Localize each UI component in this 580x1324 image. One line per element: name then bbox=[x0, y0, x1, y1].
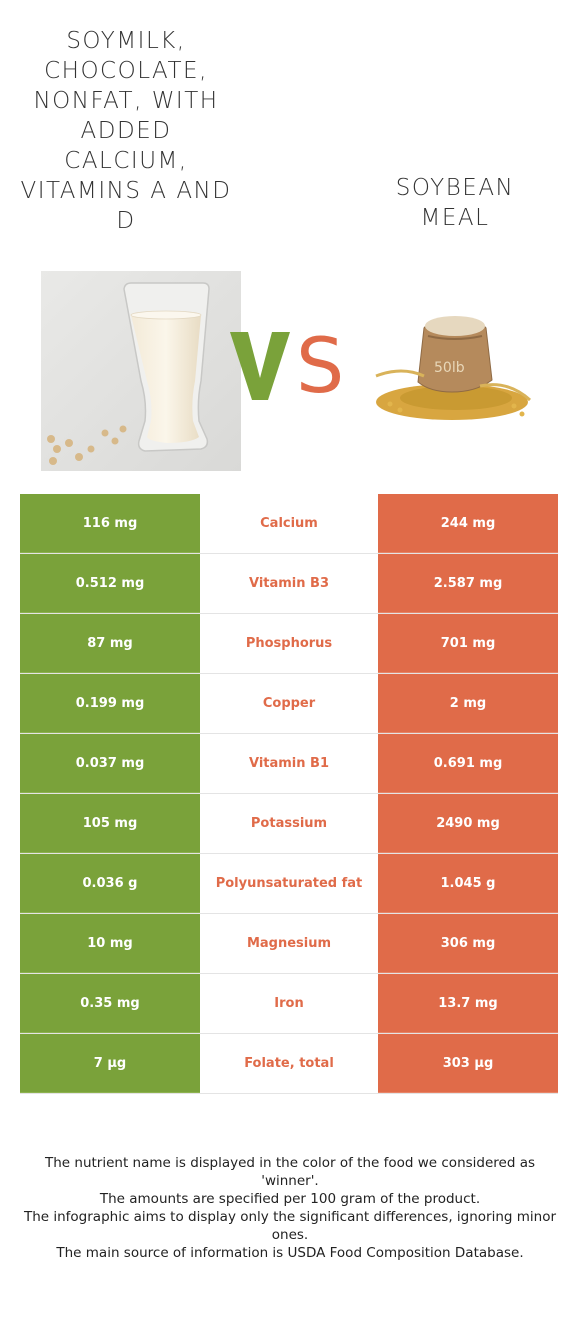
footer-line: The infographic aims to display only the… bbox=[23, 1209, 557, 1243]
soymilk-glass-image bbox=[41, 271, 241, 471]
left-value-cell: 7 µg bbox=[20, 1034, 200, 1093]
left-value-cell: 87 mg bbox=[20, 614, 200, 673]
nutrient-name-cell: Calcium bbox=[200, 494, 378, 553]
nutrient-name-cell: Folate, total bbox=[200, 1034, 378, 1093]
right-value-cell: 2490 mg bbox=[378, 794, 558, 853]
table-row: 0.512 mg Vitamin B3 2.587 mg bbox=[20, 554, 558, 614]
right-value-cell: 1.045 g bbox=[378, 854, 558, 913]
nutrient-name-cell: Iron bbox=[200, 974, 378, 1033]
right-value-cell: 303 µg bbox=[378, 1034, 558, 1093]
right-value-cell: 701 mg bbox=[378, 614, 558, 673]
left-value-cell: 0.037 mg bbox=[20, 734, 200, 793]
table-row: 10 mg Magnesium 306 mg bbox=[20, 914, 558, 974]
left-value-cell: 0.35 mg bbox=[20, 974, 200, 1033]
left-value-cell: 0.199 mg bbox=[20, 674, 200, 733]
right-food-title: Soybean meal bbox=[395, 175, 515, 231]
table-row: 105 mg Potassium 2490 mg bbox=[20, 794, 558, 854]
right-value-cell: 2 mg bbox=[378, 674, 558, 733]
left-value-cell: 10 mg bbox=[20, 914, 200, 973]
nutrient-name-cell: Potassium bbox=[200, 794, 378, 853]
left-value-cell: 105 mg bbox=[20, 794, 200, 853]
left-value-cell: 0.036 g bbox=[20, 854, 200, 913]
table-row: 0.036 g Polyunsaturated fat 1.045 g bbox=[20, 854, 558, 914]
right-value-cell: 0.691 mg bbox=[378, 734, 558, 793]
left-food-title: Soymilk, chocolate, nonfat, with added c… bbox=[20, 28, 232, 234]
left-value-cell: 116 mg bbox=[20, 494, 200, 553]
footer-notes: The nutrient name is displayed in the co… bbox=[20, 1154, 560, 1262]
vs-logo: S bbox=[230, 321, 344, 410]
footer-line: The amounts are specified per 100 gram o… bbox=[99, 1191, 481, 1207]
right-value-cell: 244 mg bbox=[378, 494, 558, 553]
table-row: 7 µg Folate, total 303 µg bbox=[20, 1034, 558, 1094]
comparison-table: 116 mg Calcium 244 mg 0.512 mg Vitamin B3 2.5… bbox=[20, 494, 558, 1094]
svg-text:S: S bbox=[296, 321, 344, 410]
footer-line: The nutrient name is displayed in the co… bbox=[44, 1155, 536, 1189]
table-row: 87 mg Phosphorus 701 mg bbox=[20, 614, 558, 674]
table-row: 0.199 mg Copper 2 mg bbox=[20, 674, 558, 734]
nutrient-name-cell: Phosphorus bbox=[200, 614, 378, 673]
sack-label: 50lb bbox=[434, 360, 465, 376]
right-value-cell: 13.7 mg bbox=[378, 974, 558, 1033]
soybean-meal-sack-image: 50lb bbox=[375, 316, 532, 420]
footer-line: The main source of information is USDA F… bbox=[56, 1245, 524, 1261]
left-value-cell: 0.512 mg bbox=[20, 554, 200, 613]
right-value-cell: 2.587 mg bbox=[378, 554, 558, 613]
table-row: 0.35 mg Iron 13.7 mg bbox=[20, 974, 558, 1034]
table-row: 0.037 mg Vitamin B1 0.691 mg bbox=[20, 734, 558, 794]
table-row: 116 mg Calcium 244 mg bbox=[20, 494, 558, 554]
nutrient-name-cell: Polyunsaturated fat bbox=[200, 854, 378, 913]
nutrient-name-cell: Magnesium bbox=[200, 914, 378, 973]
nutrient-name-cell: Copper bbox=[200, 674, 378, 733]
nutrient-name-cell: Vitamin B1 bbox=[200, 734, 378, 793]
nutrient-name-cell: Vitamin B3 bbox=[200, 554, 378, 613]
right-value-cell: 306 mg bbox=[378, 914, 558, 973]
